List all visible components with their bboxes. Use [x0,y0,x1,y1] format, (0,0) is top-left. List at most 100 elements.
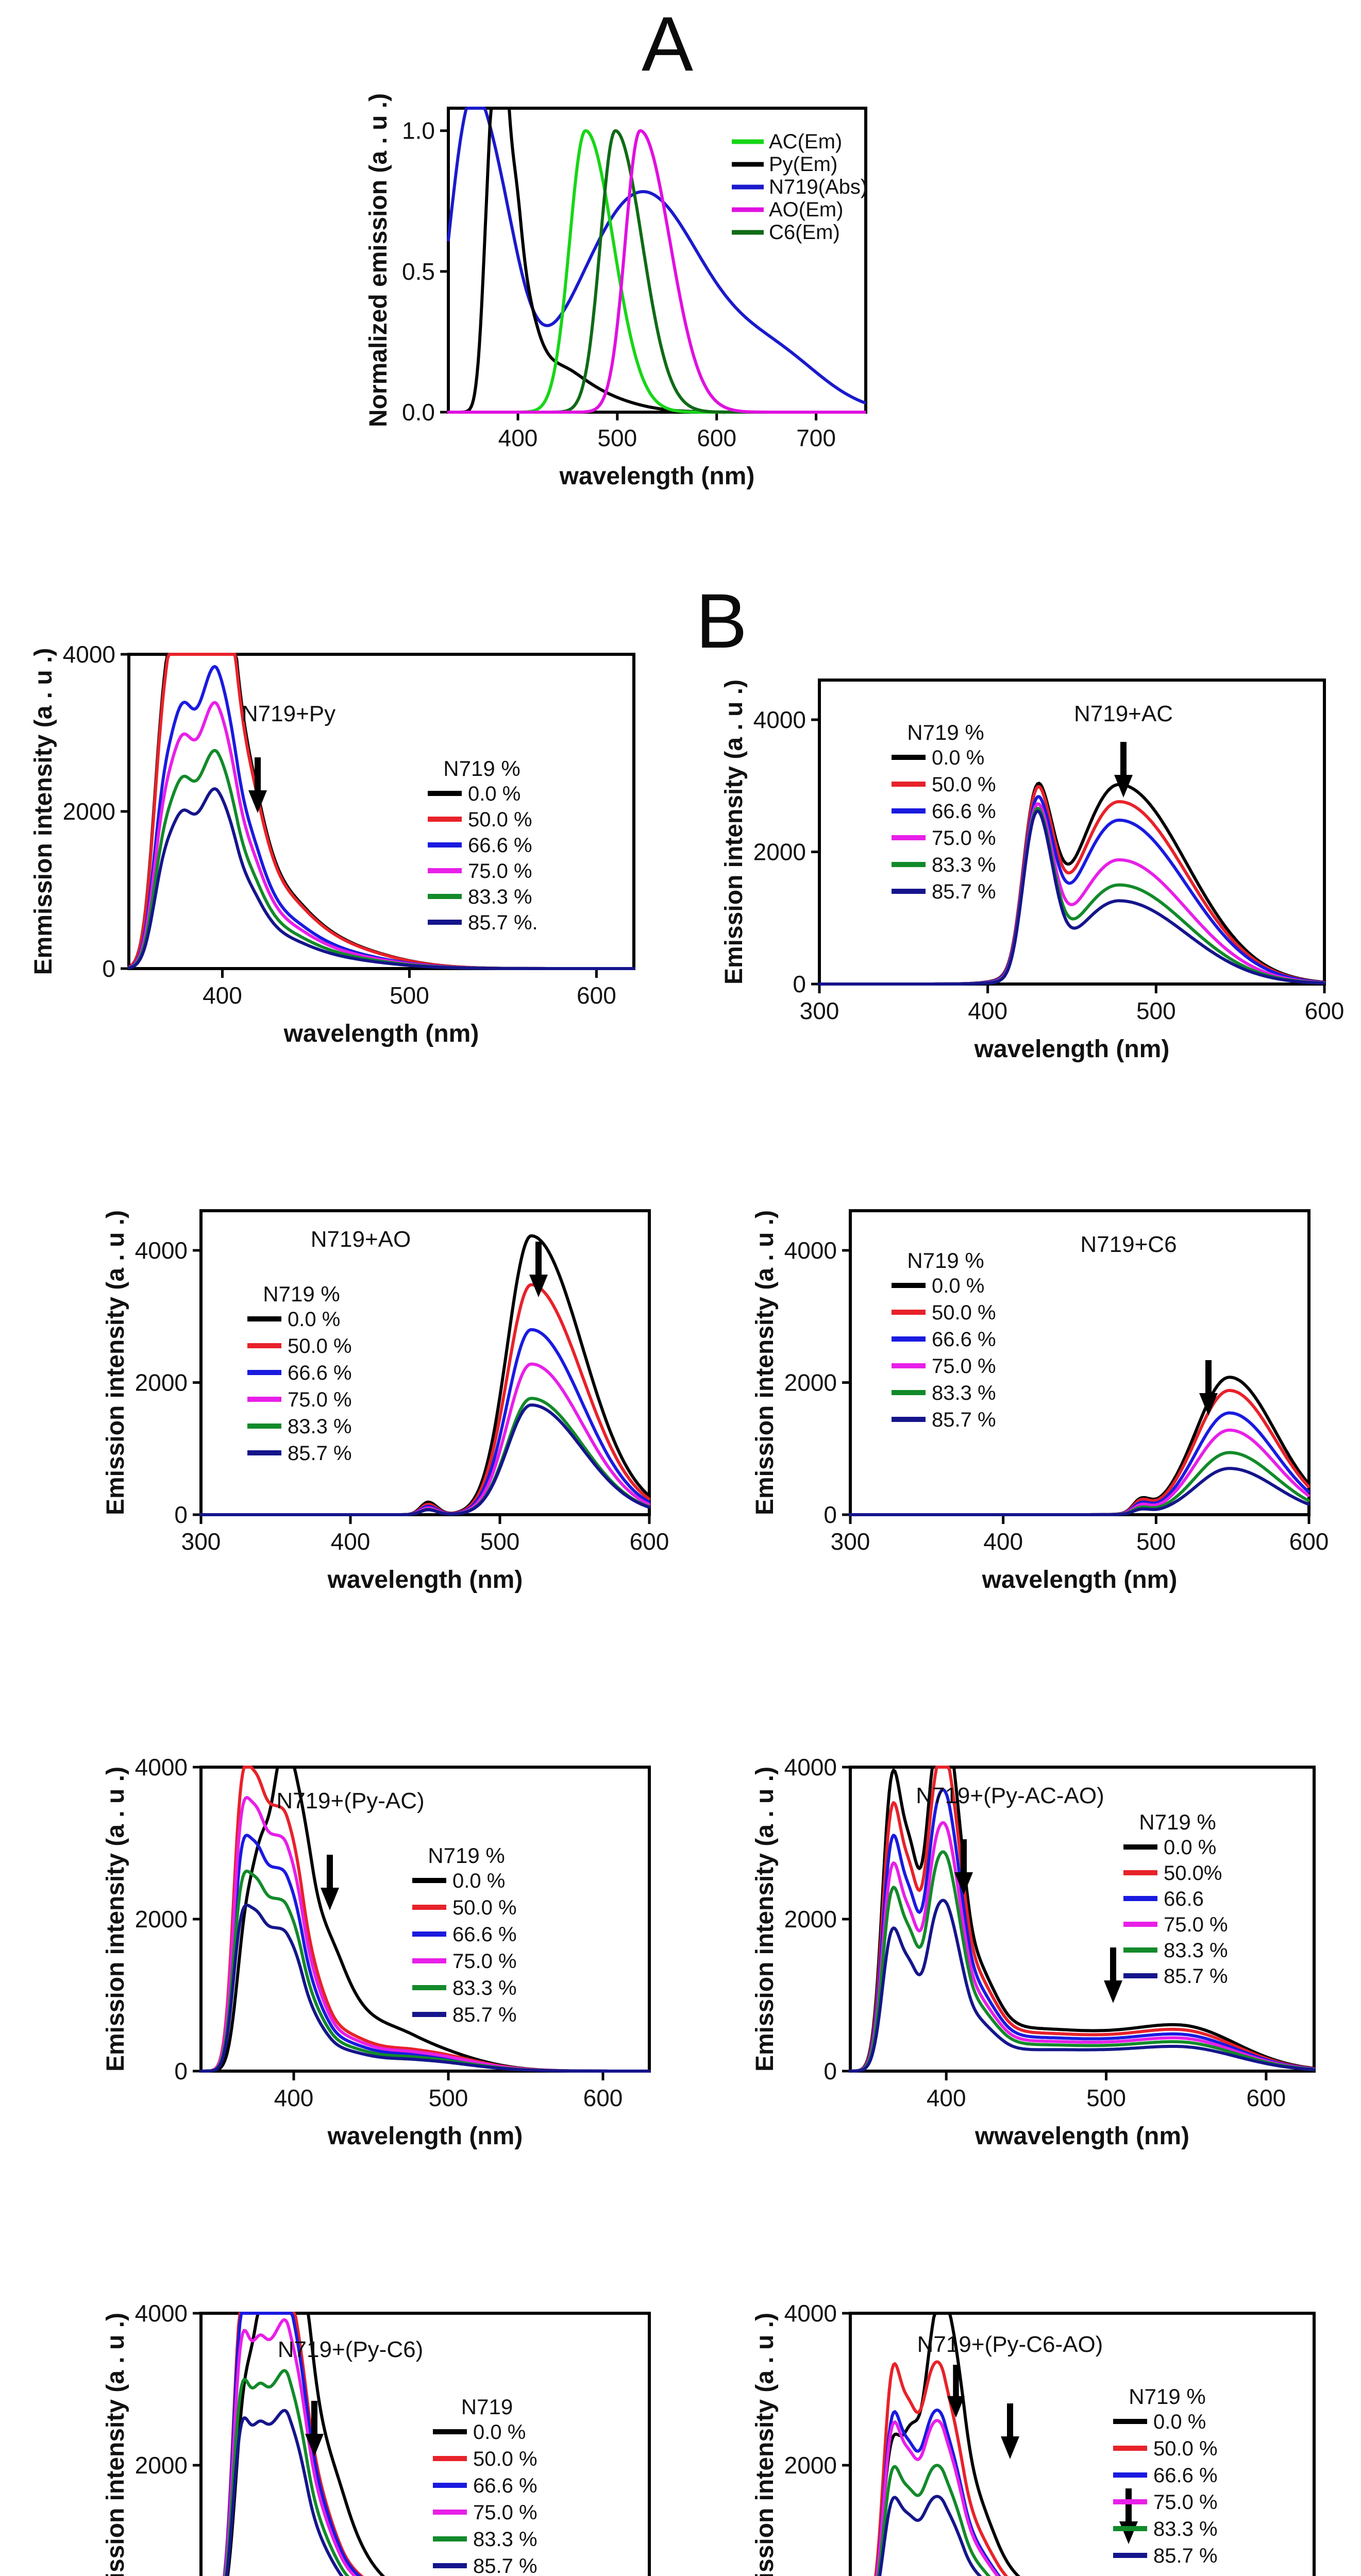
y-tick-label: 2000 [753,838,806,865]
y-axis-title: Emission intensity (a . u .) [720,680,748,985]
curve-1 [223,2312,364,2576]
legend-label: 50.0 % [932,1301,996,1324]
curve-4 [849,1451,1310,1516]
legend-label: 83.3 % [1164,1939,1228,1962]
chart-n719-ac: 0 2000 4000 300 400 500 600 wavelength (nm) Emis… [691,665,1355,1072]
down-arrow-icon [954,1839,973,1895]
x-tick-label: 300 [181,1528,221,1555]
x-axis-title: wavelength (nm) [974,1036,1170,1063]
chart-n719-ao: 0 2000 4000 300 400 500 600 wavelength (nm) Emis… [72,1195,680,1607]
legend-label: 50.0 % [468,808,532,831]
y-tick-label: 4000 [135,1754,188,1781]
legend-label: 66.6 % [473,2475,537,2497]
down-arrow-icon [321,1855,339,1910]
legend-label: 0.0 % [473,2421,526,2444]
y-tick-label: 4000 [135,1237,188,1264]
x-axis-title: wavelength (nm) [982,1566,1178,1594]
legend-title: N719 % [1139,1810,1216,1834]
curve-4 [877,2464,991,2576]
legend-label: 50.0 % [452,1896,517,1919]
legend-label: 83.3 % [932,1382,996,1404]
y-tick-label: 4000 [63,641,115,668]
x-tick-label: 600 [1289,1528,1329,1555]
down-arrow-icon [1114,742,1133,798]
legend-label: 0.0 % [932,747,984,769]
x-tick-label: 400 [983,1528,1023,1555]
y-axis-title: Emission intensity (a . u .) [751,1210,779,1515]
legend-label: 50.0% [1164,1862,1222,1885]
legend-label: 75.0 % [452,1950,517,1973]
legend-title: N719 % [443,756,520,781]
legend-title: N719 [461,2395,513,2419]
legend-label: 85.7 % [452,2004,517,2026]
curve-0 [127,653,635,970]
legend-label: 85.7 % [1164,1965,1228,1988]
panel-b-letter-wrap: B [0,582,1361,659]
x-tick-label: 500 [429,2084,468,2111]
y-tick-label: 2000 [135,1906,188,1933]
x-tick-label: 600 [1247,2084,1286,2111]
x-tick-label: 600 [1305,997,1345,1024]
x-axis-title: wavelength (nm) [559,463,755,490]
y-axis-title: Emmission intensity (a . u .) [30,648,57,975]
x-tick-label: 400 [498,425,538,451]
curve-1 [818,785,1325,986]
curve-0 [849,1376,1310,1516]
chart-n719-py: 0 2000 4000 400 500 600 wavelength (nm) Emmissi… [0,639,670,1051]
legend-label: 66.6 % [288,1362,352,1384]
curve-2 [223,2312,362,2576]
series-annotation: N719+(Py-C6) [278,2337,423,2362]
x-tick-label: 400 [331,1528,371,1555]
legend-label: AC(Em) [769,130,842,153]
legend-label: 66.6 % [932,1328,996,1351]
curve-3 [223,2318,357,2576]
y-tick-label: 0 [824,1501,837,1528]
curve-5 [199,1903,651,2073]
y-tick-label: 2000 [63,798,115,825]
legend-title: N719 % [907,720,984,744]
legend-label: 66.6 % [1153,2464,1218,2487]
y-axis-title: Emission intensity (a . u .) [751,1767,779,2072]
legend-label: 50.0 % [288,1335,352,1358]
legend-label: 75.0 % [468,860,532,883]
legend-label: 75.0 % [1153,2491,1218,2514]
y-tick-label: 4000 [784,1754,837,1781]
y-tick-label: 0.0 [402,399,435,426]
curve-3 [849,1821,1316,2073]
down-arrow-icon [248,757,267,813]
legend-label: AO(Em) [769,198,843,221]
legend-label: 83.3 % [932,854,996,876]
plot-frame [818,679,1326,986]
plot-frame [849,1766,1316,2073]
series-annotation: N719+C6 [1080,1232,1177,1257]
curve-4 [224,2369,350,2576]
legend-label: 0.0 % [1164,1836,1216,1859]
y-tick-label: 2000 [784,1906,837,1933]
curve-1 [127,653,635,970]
panel-a: A 0.0 0.5 1.0 400 500 600 700 wavelength (nm) No… [0,0,1361,567]
x-tick-label: 700 [796,425,836,451]
legend-label: 83.3 % [473,2528,537,2551]
legend-label: 66.6 % [468,834,532,857]
curve-5 [127,787,635,970]
legend-label: 50.0 % [473,2448,537,2470]
legend-label: 85.7 %. [468,911,538,934]
curve-5 [878,2495,982,2576]
x-tick-label: 400 [203,982,242,1009]
series-annotation: N719+AC [1074,701,1173,726]
series-annotation: N719+(Py-AC) [276,1788,424,1814]
x-tick-label: 400 [274,2084,314,2111]
plot-frame [199,2312,651,2576]
curve-4 [127,749,635,970]
down-arrow-icon [305,2401,324,2456]
curve-4 [199,1397,651,1516]
curve-5 [818,809,1325,986]
curve-0 [447,107,866,404]
x-axis-title: wwavelength (nm) [974,2123,1189,2150]
x-tick-label: 500 [1086,2084,1126,2111]
legend-label: 0.0 % [288,1308,340,1331]
legend-label: 50.0 % [932,773,996,796]
chart-n719-py-ac: 0 2000 4000 400 500 600 wavelength (nm) Emissio… [72,1752,680,2164]
curve-5 [849,1467,1310,1516]
